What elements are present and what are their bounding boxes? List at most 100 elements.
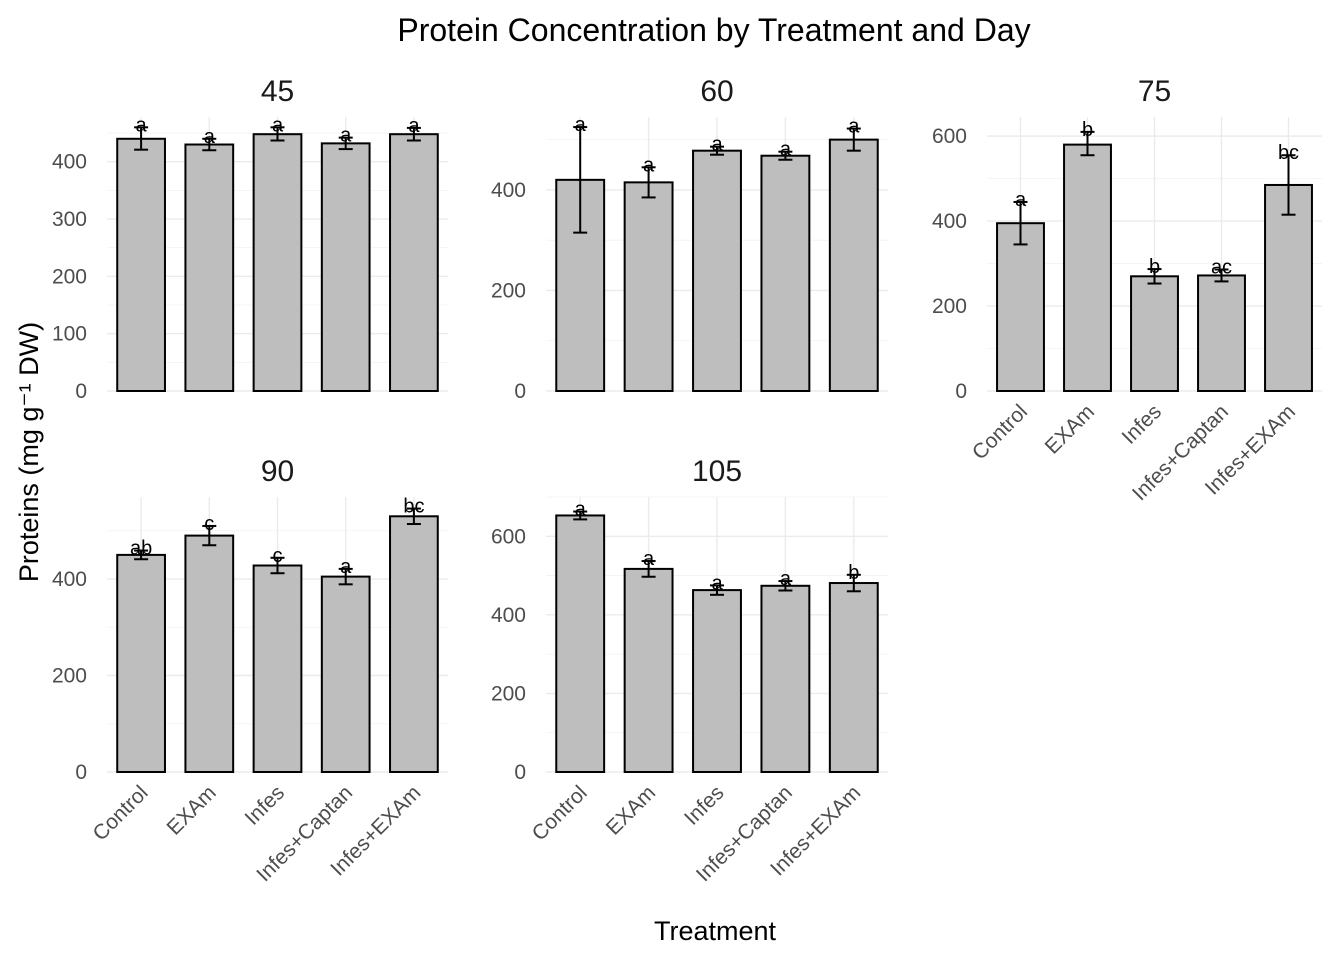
bar-infes-exam <box>389 133 439 392</box>
error-bar <box>1080 130 1095 157</box>
y-tick-label: 400 <box>932 210 967 233</box>
bar-control <box>996 222 1045 392</box>
facet-label: 60 <box>700 75 733 108</box>
bar-exam <box>184 534 235 773</box>
significance-letter: a <box>1015 189 1027 211</box>
y-tick-label: 0 <box>75 380 87 403</box>
y-tick-label: 0 <box>514 761 526 784</box>
bar-infes <box>692 149 742 392</box>
error-bar <box>134 126 149 151</box>
significance-letter: a <box>408 115 420 137</box>
bar-infes-captan <box>320 575 371 774</box>
bar-infes <box>252 133 303 392</box>
significance-letter: a <box>272 114 284 136</box>
error-bar <box>1281 154 1296 216</box>
bar-infes-captan <box>760 154 811 392</box>
error-bar <box>641 166 656 199</box>
bar-control <box>116 137 166 392</box>
significance-letter: a <box>711 134 723 156</box>
significance-letter: b <box>848 562 859 584</box>
error-bar <box>406 126 421 142</box>
error-bar <box>338 567 353 586</box>
significance-letter: a <box>848 116 860 138</box>
error-bar <box>1013 200 1028 246</box>
facet-label: 90 <box>261 455 294 488</box>
chart-title: Protein Concentration by Treatment and D… <box>397 12 1030 48</box>
y-tick-label: 200 <box>491 682 526 705</box>
bar-infes-captan <box>760 584 811 773</box>
bar-exam <box>184 143 235 392</box>
significance-letter: c <box>204 513 214 535</box>
significance-letter: a <box>575 114 587 136</box>
y-axis-title: Proteins (mg g⁻¹ DW) <box>14 322 44 582</box>
facet-panel-105: 0200400600105aControlaEXAmaInfesaInfes+C… <box>491 455 888 886</box>
y-tick-label: 200 <box>932 295 967 318</box>
facet-panel-75: 020040060075aControlbEXAmbInfesacInfes+C… <box>932 75 1322 505</box>
facet-panels: 0 100 200 300 400 45 a a a a a 0 200 400 60 a a a a a 0 200 40… <box>52 75 1322 886</box>
error-bar <box>270 556 285 575</box>
significance-letter: b <box>1082 119 1093 141</box>
bar-infes-exam <box>389 515 439 773</box>
bar-exam <box>623 181 674 392</box>
error-bar <box>778 150 793 161</box>
bar-infes <box>1130 275 1179 393</box>
y-tick-label: 400 <box>52 151 87 174</box>
y-tick-label: 400 <box>491 604 526 627</box>
significance-letter: bc <box>1278 142 1299 164</box>
significance-letter: a <box>340 556 352 578</box>
x-tick-label: Control <box>968 400 1032 464</box>
error-bar <box>573 510 588 521</box>
error-bar <box>778 580 793 592</box>
x-axis-title: Treatment <box>654 916 777 946</box>
x-tick-label: Infes <box>680 781 728 829</box>
error-bar <box>134 549 149 561</box>
bar-infes <box>252 564 303 774</box>
error-bar <box>710 145 724 156</box>
bar-infes-captan <box>320 142 371 392</box>
y-tick-label: 100 <box>52 323 87 346</box>
x-tick-label: Control <box>88 781 152 845</box>
facet-label: 45 <box>261 75 294 108</box>
significance-letter: a <box>643 548 655 570</box>
significance-letter: a <box>340 125 352 147</box>
significance-letter: a <box>780 139 792 161</box>
error-bar <box>1147 268 1162 285</box>
y-tick-label: 0 <box>955 380 967 403</box>
significance-letter: a <box>780 568 792 590</box>
bar-exam <box>1063 143 1112 392</box>
error-bar <box>846 573 861 593</box>
bar-infes-exam <box>828 138 879 392</box>
x-tick-label: Infes <box>1118 400 1166 448</box>
error-bar <box>338 136 353 151</box>
facet-panel-45: 0 100 200 300 400 45 a a a a a <box>52 75 448 403</box>
significance-letter: ac <box>1211 257 1232 279</box>
significance-letter: bc <box>403 496 424 518</box>
error-bar <box>270 126 285 142</box>
facet-label: 75 <box>1138 75 1171 108</box>
facet-label: 105 <box>692 455 742 488</box>
y-tick-label: 600 <box>491 525 526 548</box>
x-tick-label: EXAm <box>1041 400 1099 458</box>
error-bar <box>202 524 217 547</box>
significance-letter: ab <box>130 538 152 560</box>
significance-letter: a <box>643 154 655 176</box>
y-tick-label: 400 <box>491 179 526 202</box>
bar-infes-exam <box>828 582 879 773</box>
y-tick-label: 0 <box>514 380 526 403</box>
y-tick-label: 300 <box>52 208 87 231</box>
y-tick-label: 0 <box>75 761 87 784</box>
error-bar <box>202 137 217 152</box>
bar-control <box>555 514 606 773</box>
bar-infes-captan <box>1197 274 1246 393</box>
error-bar <box>710 584 724 596</box>
error-bar <box>641 560 656 578</box>
error-bar <box>406 507 421 526</box>
bar-infes <box>692 589 742 773</box>
significance-letter: a <box>204 126 216 148</box>
y-tick-label: 200 <box>491 279 526 302</box>
error-bar <box>1214 268 1229 283</box>
facet-panel-60: 0 200 400 60 a a a a a <box>491 75 888 403</box>
x-tick-label: EXAm <box>162 781 220 839</box>
bar-exam <box>623 567 674 774</box>
